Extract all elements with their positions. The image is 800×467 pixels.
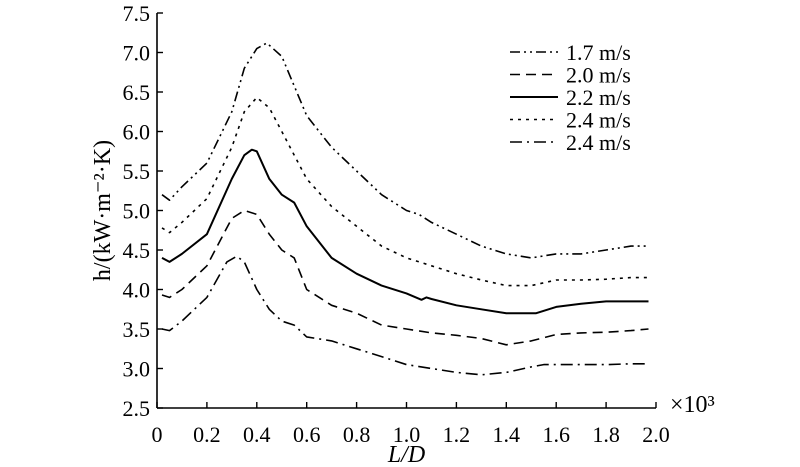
- x-tick-label: 0.8: [343, 422, 371, 447]
- legend-label: 2.4 m/s: [566, 130, 631, 155]
- legend-label: 2.0 m/s: [566, 63, 631, 88]
- x-tick-label: 1.0: [393, 422, 421, 447]
- y-tick-label: 3.0: [123, 357, 151, 382]
- x-tick-label: 1.2: [443, 422, 471, 447]
- legend-label: 2.4 m/s: [566, 108, 631, 133]
- x-tick-label: 2.0: [642, 422, 670, 447]
- y-tick-label: 6.0: [123, 120, 151, 145]
- x-ticks: 0 0.2 0.4 0.6 0.8 1.0 1.2 1.4 1.6 1.8 2.0: [152, 402, 670, 447]
- legend-label: 1.7 m/s: [566, 40, 631, 65]
- x-axis-multiplier: ×10³: [670, 392, 715, 418]
- x-axis-label: L/D: [387, 442, 425, 467]
- y-tick-label: 7.0: [123, 41, 151, 66]
- series-line: [161, 96, 649, 287]
- legend-label: 2.2 m/s: [566, 85, 631, 110]
- y-tick-label: 2.5: [123, 396, 151, 421]
- y-tick-label: 5.5: [123, 159, 151, 184]
- x-tick-label: 1.4: [493, 422, 521, 447]
- y-ticks: 2.5 3.0 3.5 4.0 4.5 5.0 5.5 6.0 6.5 7.0 7.5: [123, 1, 163, 421]
- y-tick-label: 4.0: [123, 278, 151, 303]
- legend: 1.7 m/s2.0 m/s2.2 m/s2.4 m/s2.4 m/s: [510, 40, 631, 155]
- y-tick-label: 4.5: [123, 238, 151, 263]
- y-tick-label: 7.5: [123, 1, 151, 26]
- series-line: [161, 209, 649, 346]
- series-line: [161, 42, 649, 259]
- series-line: [161, 255, 649, 376]
- y-tick-label: 6.5: [123, 80, 151, 105]
- x-tick-label: 0: [152, 422, 163, 447]
- y-axis-label: h/(kW·m⁻²·K): [90, 140, 116, 281]
- x-tick-label: 0.4: [243, 422, 271, 447]
- y-tick-label: 5.0: [123, 199, 151, 224]
- series-line: [161, 148, 649, 315]
- x-tick-label: 1.8: [592, 422, 620, 447]
- series-layer: [161, 42, 649, 376]
- x-tick-label: 0.2: [193, 422, 221, 447]
- x-tick-label: 1.6: [542, 422, 570, 447]
- y-tick-label: 3.5: [123, 317, 151, 342]
- x-tick-label: 0.6: [293, 422, 321, 447]
